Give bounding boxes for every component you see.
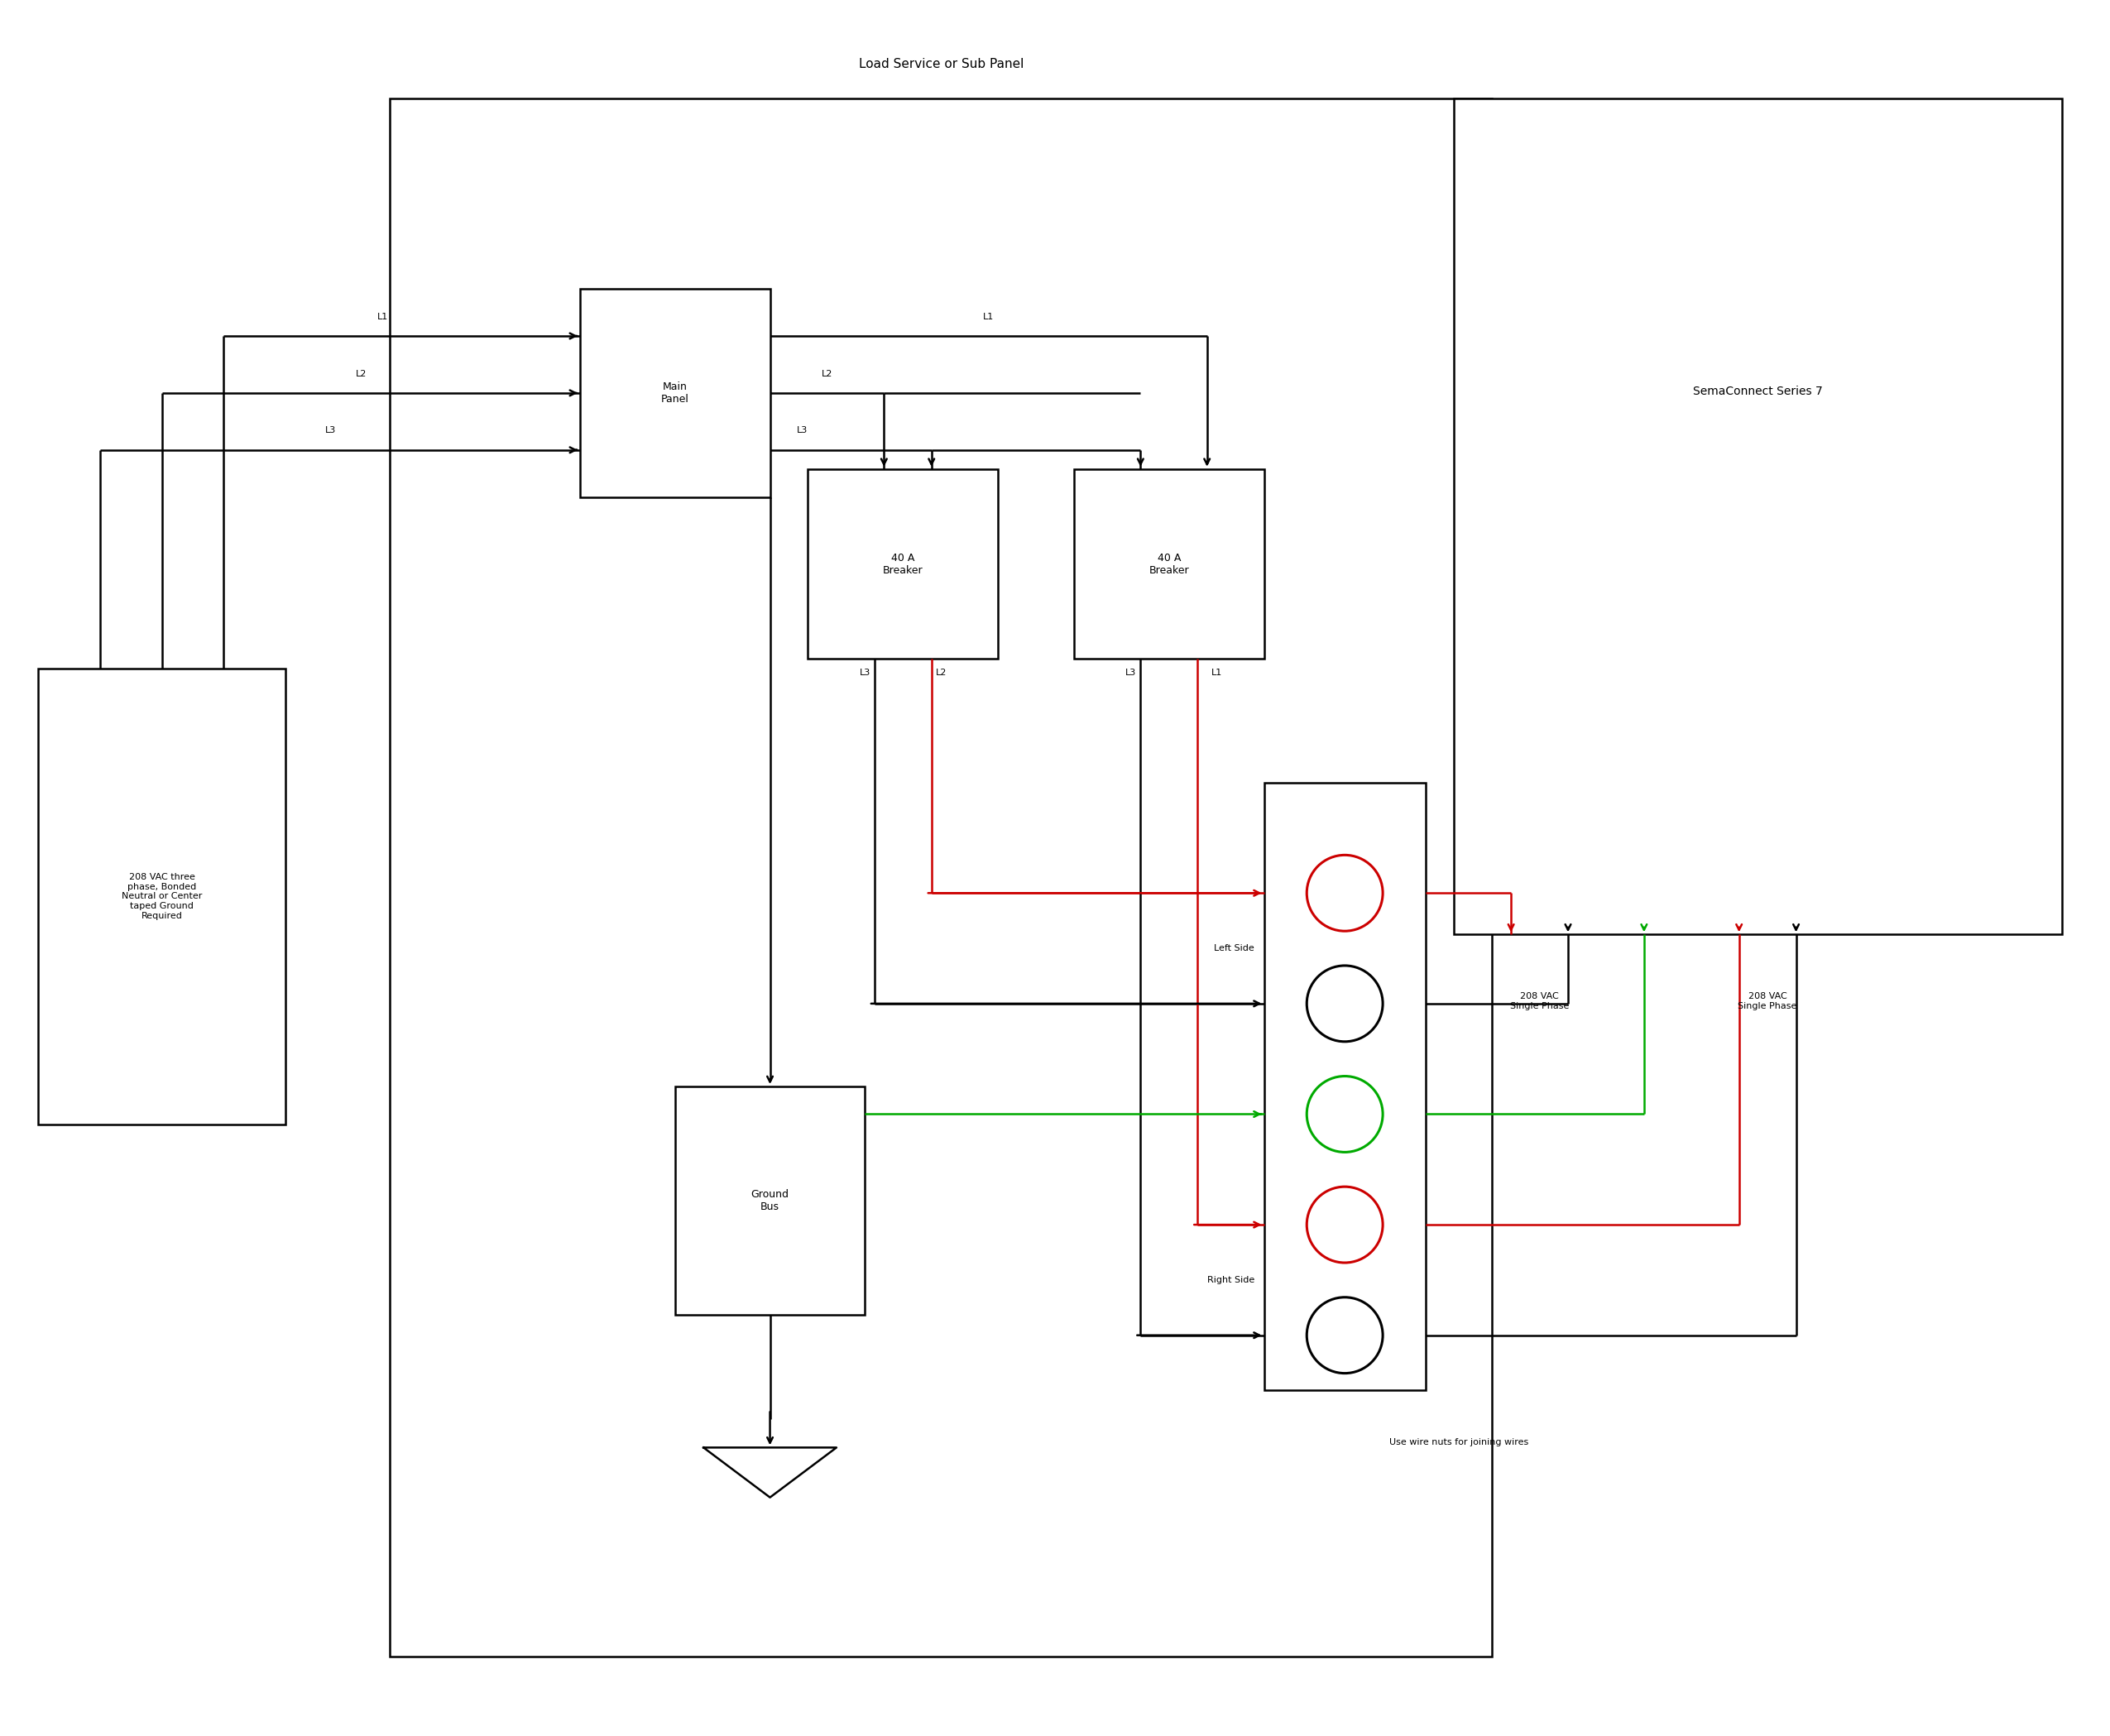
- Text: 208 VAC
Single Phase: 208 VAC Single Phase: [1739, 991, 1798, 1010]
- Bar: [1074, 469, 1264, 660]
- Text: Right Side: Right Side: [1207, 1276, 1255, 1285]
- Text: Ground
Bus: Ground Bus: [751, 1189, 789, 1212]
- Text: L2: L2: [357, 370, 367, 378]
- Text: 40 A
Breaker: 40 A Breaker: [1148, 552, 1190, 576]
- Bar: [580, 288, 770, 498]
- Text: Main
Panel: Main Panel: [660, 382, 690, 404]
- Text: L1: L1: [1211, 668, 1222, 677]
- Text: 40 A
Breaker: 40 A Breaker: [882, 552, 922, 576]
- Text: L3: L3: [1125, 668, 1137, 677]
- Text: Load Service or Sub Panel: Load Service or Sub Panel: [859, 57, 1023, 69]
- Text: L3: L3: [325, 427, 335, 434]
- Bar: [1264, 783, 1426, 1391]
- Text: Left Side: Left Side: [1213, 944, 1255, 953]
- Bar: [38, 668, 285, 1125]
- Text: L2: L2: [935, 668, 947, 677]
- Bar: [675, 1087, 865, 1314]
- Text: SemaConnect Series 7: SemaConnect Series 7: [1692, 385, 1823, 398]
- Text: L1: L1: [983, 312, 994, 321]
- Text: L2: L2: [821, 370, 833, 378]
- Text: L3: L3: [798, 427, 808, 434]
- Bar: [390, 99, 1492, 1656]
- Text: Use wire nuts for joining wires: Use wire nuts for joining wires: [1388, 1437, 1528, 1446]
- Text: L1: L1: [378, 312, 388, 321]
- Text: 208 VAC
Single Phase: 208 VAC Single Phase: [1511, 991, 1570, 1010]
- Text: 208 VAC three
phase, Bonded
Neutral or Center
taped Ground
Required: 208 VAC three phase, Bonded Neutral or C…: [122, 873, 203, 920]
- Bar: [808, 469, 998, 660]
- Bar: [1454, 99, 2061, 934]
- Text: L3: L3: [859, 668, 871, 677]
